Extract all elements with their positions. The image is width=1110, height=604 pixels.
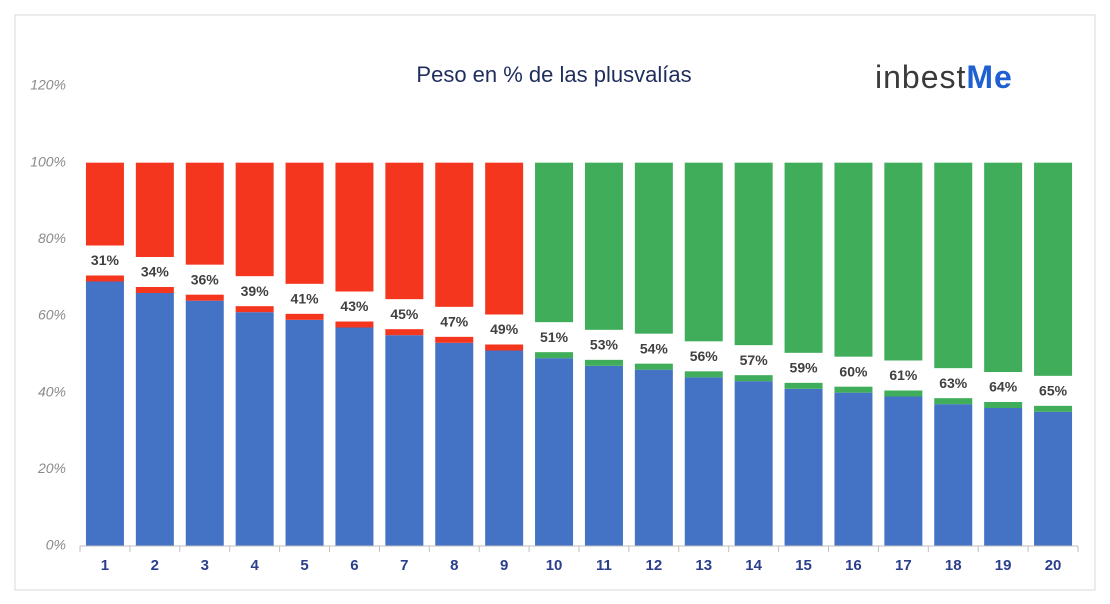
data-label: 45% xyxy=(390,306,419,322)
x-tick-label: 13 xyxy=(695,557,712,574)
data-label: 60% xyxy=(839,363,868,379)
data-label: 34% xyxy=(141,264,170,280)
bar-segment xyxy=(85,281,124,546)
data-label: 63% xyxy=(939,375,968,391)
label-box xyxy=(679,341,728,372)
label-box xyxy=(130,257,179,287)
label-box xyxy=(579,329,628,360)
data-label: 57% xyxy=(740,352,769,368)
label-box xyxy=(280,283,329,314)
data-label: 47% xyxy=(440,314,469,330)
bar-segment xyxy=(1034,162,1073,412)
data-label: 36% xyxy=(191,271,220,287)
label-box xyxy=(979,372,1028,402)
label-box xyxy=(629,333,678,364)
x-tick-label: 4 xyxy=(250,557,259,574)
x-tick-label: 12 xyxy=(646,557,663,574)
label-box xyxy=(829,356,878,387)
x-tick-label: 19 xyxy=(995,557,1012,574)
bar-segment xyxy=(335,327,374,546)
y-tick-label: 80% xyxy=(38,230,66,246)
x-tick-label: 11 xyxy=(596,557,612,574)
data-label: 53% xyxy=(590,337,619,353)
bar-segment xyxy=(734,162,773,382)
x-tick-label: 9 xyxy=(500,557,508,574)
bar-segment xyxy=(934,162,973,405)
label-box xyxy=(729,345,778,376)
label-box xyxy=(80,245,129,276)
y-tick-label: 60% xyxy=(38,307,66,323)
x-tick-label: 5 xyxy=(300,557,308,574)
bar-segment xyxy=(784,388,823,546)
x-tick-label: 14 xyxy=(745,557,762,574)
data-label: 54% xyxy=(640,340,669,356)
chart-title: Peso en % de las plusvalías xyxy=(416,62,691,87)
x-tick-label: 17 xyxy=(895,557,912,574)
label-box xyxy=(1029,375,1078,406)
logo: inbestMe xyxy=(875,59,1013,95)
x-tick-label: 15 xyxy=(795,557,812,574)
x-tick-label: 16 xyxy=(845,557,862,574)
bar-segment xyxy=(285,319,324,546)
logo-part: Me xyxy=(966,59,1012,95)
label-box xyxy=(330,291,379,322)
x-tick-label: 8 xyxy=(450,557,458,574)
bar-segment xyxy=(834,392,873,546)
x-tick-label: 3 xyxy=(201,557,209,574)
y-tick-label: 120% xyxy=(30,77,66,93)
y-tick-label: 0% xyxy=(46,537,66,553)
bar-segment xyxy=(784,162,823,389)
x-tick-label: 7 xyxy=(400,557,408,574)
x-tick-label: 1 xyxy=(101,557,109,574)
x-tick-label: 10 xyxy=(546,557,563,574)
bar-segment xyxy=(634,369,673,546)
data-label: 64% xyxy=(989,379,1018,395)
label-box xyxy=(180,264,229,295)
data-label: 49% xyxy=(490,321,519,337)
x-tick-label: 2 xyxy=(151,557,159,574)
bar-segment xyxy=(435,342,474,546)
bar-segment xyxy=(584,365,623,546)
label-box xyxy=(929,368,978,399)
bar-segment xyxy=(1034,411,1073,546)
bar-segment xyxy=(984,162,1023,408)
bar-segment xyxy=(984,408,1023,546)
label-box xyxy=(230,276,279,307)
bar-segment xyxy=(235,312,274,546)
bar-segment xyxy=(535,358,574,546)
x-tick-label: 18 xyxy=(945,557,962,574)
x-tick-label: 20 xyxy=(1045,557,1062,574)
bar-segment xyxy=(884,162,923,397)
bar-segment xyxy=(884,396,923,546)
data-label: 61% xyxy=(889,367,918,383)
data-label: 65% xyxy=(1039,383,1068,399)
logo-part: inbest xyxy=(875,59,966,95)
data-label: 59% xyxy=(790,360,819,376)
bar-segment xyxy=(385,335,424,546)
label-box xyxy=(879,360,928,391)
data-label: 51% xyxy=(540,329,569,345)
label-box xyxy=(530,322,579,353)
y-tick-label: 100% xyxy=(30,153,66,169)
data-label: 41% xyxy=(291,291,320,307)
label-box xyxy=(779,352,828,383)
data-label: 43% xyxy=(340,298,369,314)
y-tick-label: 20% xyxy=(37,460,66,476)
bar-segment xyxy=(185,300,224,546)
bar-segment xyxy=(734,381,773,546)
y-tick-label: 40% xyxy=(38,383,66,399)
bar-segment xyxy=(684,377,723,546)
bar-segment xyxy=(934,404,973,546)
label-box xyxy=(380,299,429,330)
data-label: 56% xyxy=(690,348,719,364)
bar-segment xyxy=(834,162,873,393)
label-box xyxy=(430,306,479,337)
bar-segment xyxy=(485,350,524,546)
data-label: 31% xyxy=(91,252,120,268)
data-label: 39% xyxy=(241,283,270,299)
x-tick-label: 6 xyxy=(350,557,358,574)
bar-segment xyxy=(135,293,174,546)
label-box xyxy=(480,314,529,345)
